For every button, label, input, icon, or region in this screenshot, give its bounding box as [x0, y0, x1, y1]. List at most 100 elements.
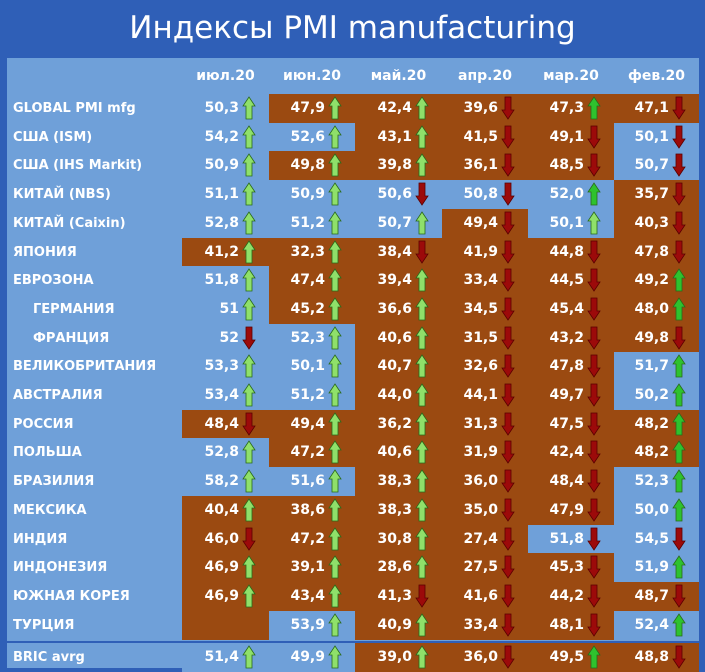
pmi-value: 41,9 — [463, 243, 498, 260]
arrow-down-icon — [501, 268, 515, 292]
table-cell: 39,1 — [269, 553, 355, 583]
arrow-up-icon — [328, 612, 342, 636]
table-cell: 31,3 — [442, 409, 528, 439]
arrow-up-icon — [242, 211, 256, 235]
arrow-down-icon — [501, 527, 515, 551]
pmi-value: 49,4 — [290, 415, 325, 432]
arrow-up-icon — [328, 469, 342, 493]
pmi-value: 31,5 — [463, 329, 498, 346]
row-label: АВСТРАЛИЯ — [13, 388, 103, 403]
arrow-up-icon — [415, 124, 429, 149]
pmi-value: 49,1 — [549, 128, 584, 145]
table-cell: 46,9 — [182, 581, 269, 611]
arrow-down-icon — [501, 211, 515, 235]
table-cell: 44,2 — [528, 581, 614, 611]
pmi-value: 44,1 — [463, 387, 498, 403]
arrow-down-icon — [242, 412, 256, 436]
table-cell: 40,4 — [182, 495, 269, 525]
pmi-value: 40,9 — [377, 616, 412, 633]
table-cell: 44,0 — [355, 381, 442, 410]
arrow-up-icon — [587, 645, 601, 669]
pmi-value: 35,7 — [634, 186, 669, 203]
pmi-value: 36,1 — [463, 157, 498, 174]
arrow-down-icon — [587, 297, 601, 321]
pmi-value: 27,5 — [463, 559, 498, 576]
table-cell: 47,2 — [269, 524, 355, 554]
pmi-value: 50,9 — [204, 157, 239, 174]
arrow-up-icon — [242, 383, 256, 407]
arrow-down-icon — [501, 498, 515, 522]
arrow-up-icon — [415, 612, 429, 636]
arrow-up-icon — [415, 211, 429, 235]
arrow-up-icon — [415, 297, 429, 321]
table-row: РОССИЯ 48,4 49,4 36,2 31,3 47,5 48,2 — [7, 409, 699, 439]
column-header: мар.20 — [543, 68, 599, 84]
arrow-up-icon — [328, 411, 342, 436]
pmi-value: 51,1 — [204, 186, 239, 203]
table-cell: 41,5 — [442, 122, 528, 152]
pmi-value: 51,9 — [634, 559, 669, 576]
table-cell: 47,9 — [528, 495, 614, 525]
column-header: май.20 — [370, 68, 427, 84]
table-cell: 49,8 — [269, 151, 355, 181]
pmi-value: 51,2 — [290, 387, 325, 403]
arrow-up-icon — [328, 297, 342, 321]
pmi-value: 41,6 — [463, 587, 498, 604]
pmi-value: 51 — [219, 300, 239, 317]
table-cell: 30,8 — [355, 524, 442, 554]
table-cell: 50,7 — [355, 208, 442, 238]
pmi-value: 50,3 — [204, 100, 239, 116]
table-cell: 47,2 — [269, 438, 355, 468]
arrow-up-icon — [242, 124, 256, 149]
pmi-value: 50,1 — [549, 214, 584, 231]
arrow-down-icon — [587, 584, 601, 608]
arrow-down-icon — [501, 469, 515, 493]
table-cell: 35,0 — [442, 495, 528, 525]
arrow-up-icon — [328, 182, 342, 206]
arrow-down-icon — [501, 125, 515, 149]
table-cell: 47,8 — [614, 237, 699, 267]
arrow-down-icon — [672, 153, 686, 178]
arrow-up-icon — [328, 96, 342, 120]
pmi-value: 45,3 — [549, 559, 584, 576]
arrow-down-icon — [587, 125, 601, 149]
table-row: GLOBAL PMI mfg 50,3 47,9 42,4 39,6 47,3 47,1 — [7, 94, 699, 123]
table-cell: 50,3 — [182, 94, 269, 123]
table-cell: 41,9 — [442, 237, 528, 267]
pmi-value: 47,3 — [549, 100, 584, 116]
arrow-down-icon — [672, 326, 686, 350]
column-header: апр.20 — [458, 68, 512, 84]
arrow-up-icon — [242, 555, 256, 579]
table-row: ФРАНЦИЯ 52 52,3 40,6 31,5 43,2 49,8 — [7, 323, 699, 353]
pmi-value: 36,6 — [377, 300, 412, 317]
pmi-value: 47,8 — [549, 358, 584, 375]
table-cell: 42,4 — [355, 94, 442, 123]
pmi-value: 31,9 — [463, 444, 498, 461]
arrow-up-icon — [328, 268, 342, 292]
table-row: ЮЖНАЯ КОРЕЯ 46,9 43,4 41,3 41,6 44,2 48,7 — [7, 581, 699, 611]
arrow-down-icon — [587, 326, 601, 350]
table-cell: 32,6 — [442, 352, 528, 382]
arrow-up-icon — [415, 526, 429, 550]
table-cell: 38,4 — [355, 237, 442, 267]
arrow-up-icon — [328, 440, 342, 464]
arrow-down-icon — [501, 153, 515, 178]
pmi-value: 50,1 — [290, 358, 325, 375]
pmi-value: 49,4 — [463, 214, 498, 231]
arrow-down-icon — [501, 354, 515, 379]
pmi-value: 38,3 — [377, 501, 412, 518]
pmi-value: 49,2 — [634, 272, 669, 289]
table-cell: 31,9 — [442, 438, 528, 468]
table-cell: 43,1 — [355, 122, 442, 152]
arrow-down-icon — [587, 440, 601, 465]
table-cell: 38,3 — [355, 467, 442, 497]
arrow-down-icon — [672, 584, 686, 608]
pmi-value: 39,1 — [290, 559, 325, 576]
table-cell: 52,4 — [614, 610, 699, 640]
pmi-value: 38,3 — [377, 473, 412, 490]
table-cell: 39,4 — [355, 266, 442, 296]
table-cell: 44,8 — [528, 237, 614, 267]
table-cell: 34,5 — [442, 294, 528, 324]
page-title: Индексы PMI manufacturing — [129, 10, 576, 46]
table-cell: 48,2 — [614, 409, 699, 439]
